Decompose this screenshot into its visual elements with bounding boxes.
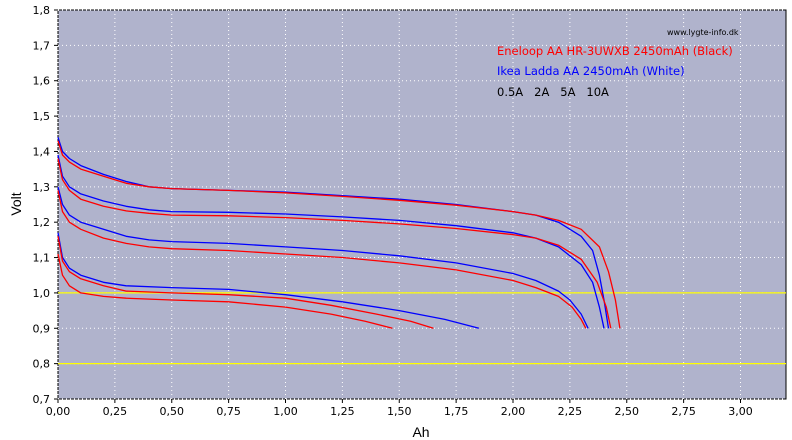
y-tick-label: 1,5 <box>33 110 51 123</box>
x-tick-label: 0,75 <box>216 405 241 418</box>
y-tick-label: 0,9 <box>33 322 51 335</box>
series-line-eneloop-10a <box>57 236 434 329</box>
series-line-ikea-5a <box>57 186 589 329</box>
x-tick-label: 0,50 <box>160 405 185 418</box>
legend-eneloop: Eneloop AA HR-3UWXB 2450mAh (Black) <box>497 44 733 58</box>
series-line-ikea-10a <box>57 232 480 329</box>
y-tick-label: 1,0 <box>33 287 51 300</box>
x-tick-label: 0,25 <box>103 405 128 418</box>
legend-ikea: Ikea Ladda AA 2450mAh (White) <box>497 64 685 78</box>
x-tick-label: 3,00 <box>728 405 753 418</box>
legend-currents: 0.5A 2A 5A 10A <box>497 85 609 99</box>
x-tick-label: 1,25 <box>330 405 355 418</box>
series-line-ikea-0.5a <box>57 137 610 329</box>
x-tick-label: 2,50 <box>615 405 640 418</box>
x-tick-label: 1,75 <box>444 405 469 418</box>
watermark: www.lygte-info.dk <box>667 28 739 37</box>
x-axis-title: Ah <box>412 424 429 440</box>
y-axis-title: Volt <box>8 192 24 215</box>
plot-background <box>57 9 787 400</box>
y-tick-label: 1,6 <box>33 75 51 88</box>
x-tick-label: 2,25 <box>558 405 583 418</box>
y-tick-label: 1,8 <box>33 4 51 17</box>
series-line-ikea-2a <box>57 154 605 329</box>
y-tick-labels: 0,7 0,8 0,9 1,0 1,1 1,2 1,3 1,4 1,5 1,6 1,7 1,8 <box>33 4 58 406</box>
series-line-eneloop-5a <box>57 190 587 329</box>
series-line-eneloop-0.5a <box>57 140 621 329</box>
x-tick-label: 2,00 <box>501 405 526 418</box>
series-group <box>57 137 621 329</box>
y-tick-label: 1,2 <box>33 216 51 229</box>
y-tick-label: 1,3 <box>33 181 51 194</box>
x-tick-label: 1,00 <box>273 405 298 418</box>
y-tick-label: 0,8 <box>33 358 51 371</box>
x-tick-label: 0,00 <box>46 405 71 418</box>
y-tick-label: 0,7 <box>33 393 51 406</box>
x-tick-label: 1,50 <box>387 405 412 418</box>
series-line-eneloop-10a <box>57 253 393 329</box>
y-tick-label: 1,7 <box>33 39 51 52</box>
y-tick-label: 1,4 <box>33 145 51 158</box>
x-tick-labels: 0,00 0,25 0,50 0,75 1,00 1,25 1,50 1,75 2,00 2,25… <box>46 399 753 418</box>
y-tick-label: 1,1 <box>33 252 51 265</box>
x-tick-label: 2,75 <box>671 405 696 418</box>
series-line-eneloop-2a <box>57 158 612 329</box>
